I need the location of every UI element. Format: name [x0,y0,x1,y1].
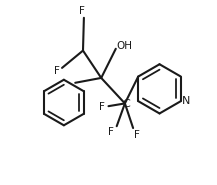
Text: F: F [79,6,85,16]
Text: C: C [122,99,130,109]
Text: F: F [99,102,105,112]
Text: OH: OH [117,41,133,51]
Text: F: F [108,127,114,137]
Text: N: N [182,96,191,106]
Text: F: F [54,66,59,76]
Text: F: F [134,130,140,140]
